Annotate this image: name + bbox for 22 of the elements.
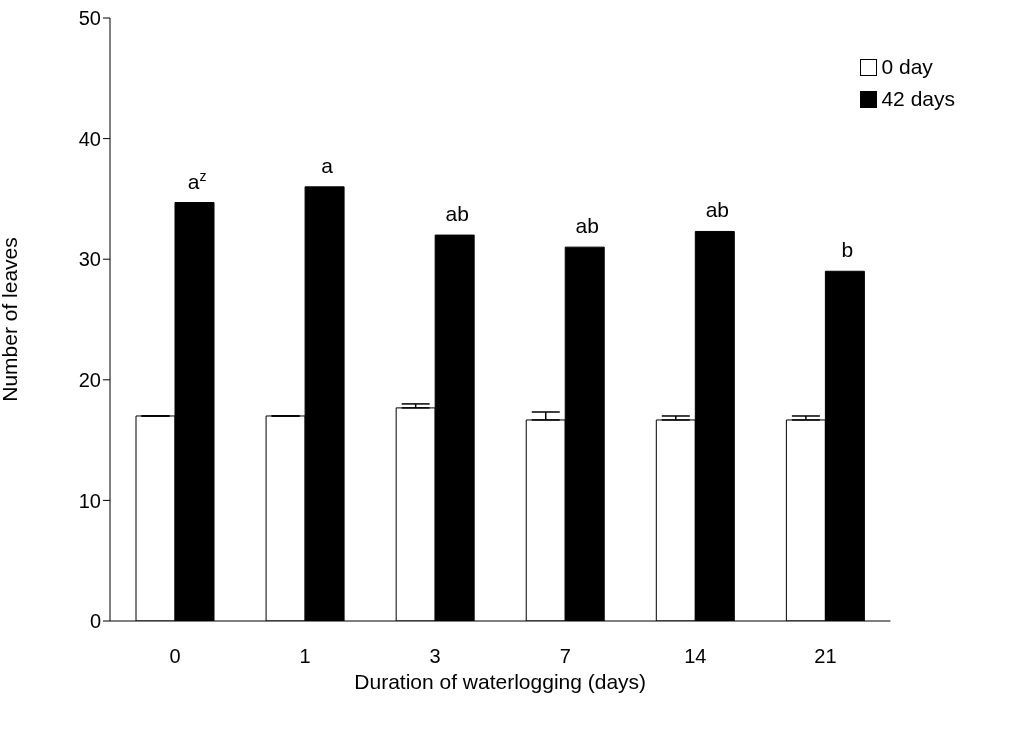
x-tick-label: 21 [814, 645, 837, 668]
x-tick-label: 1 [299, 645, 311, 668]
x-tick-label: 7 [559, 645, 571, 668]
y-tick-label: 50 [78, 7, 101, 30]
annotation: ab [575, 214, 599, 238]
y-tick-label: 20 [78, 368, 101, 391]
x-tick-label: 0 [169, 645, 181, 668]
legend-label: 0 day [881, 55, 933, 79]
y-tick-label: 10 [78, 489, 101, 512]
x-tick-label: 14 [684, 645, 707, 668]
annotation: a [321, 153, 334, 177]
y-axis-title: Number of leaves [0, 237, 22, 402]
x-tick-label: 3 [429, 645, 441, 668]
legend-label: 42 days [881, 87, 955, 111]
y-tick-label: 30 [78, 248, 101, 271]
x-axis-title: Duration of waterlogging (days) [354, 670, 647, 693]
annotation: b [841, 238, 854, 262]
annotation: ab [445, 202, 469, 226]
annotation: ab [705, 198, 730, 222]
y-tick-label: 0 [89, 610, 101, 633]
annotation: a$^{z}$ [187, 167, 207, 193]
y-tick-label: 40 [78, 127, 101, 150]
